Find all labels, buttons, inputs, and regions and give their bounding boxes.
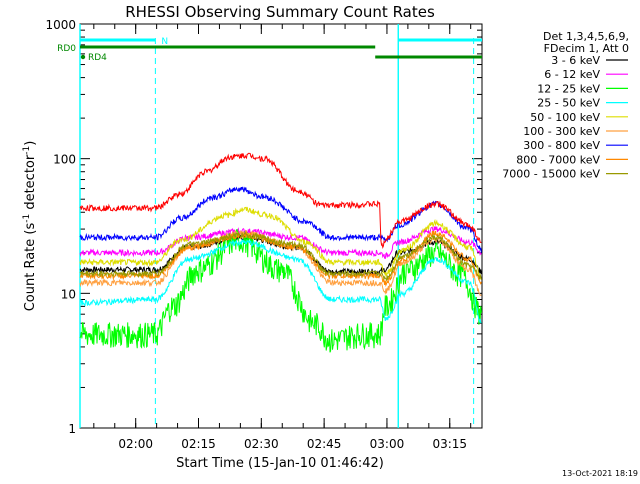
series-line — [79, 230, 482, 287]
legend-header-1: Det 1,3,4,5,6,9, — [543, 30, 629, 43]
y-tick-label: 1000 — [45, 18, 76, 32]
legend-label: 25 - 50 keV — [537, 97, 600, 110]
rd4-label: RD4 — [88, 53, 107, 63]
legend-header-2: FDecim 1, Att 0 — [544, 42, 629, 55]
axis-ticks: 02:00 02:15 02:30 02:45 03:00 03:15 1 10 100 1000 — [45, 18, 482, 451]
y-axis-label-sup2: -1 — [22, 146, 32, 155]
series-line — [79, 186, 482, 253]
series-line — [79, 228, 482, 353]
footer-date: 13-Oct-2021 18:19 — [562, 469, 638, 478]
x-tick-label: 03:00 — [370, 437, 405, 451]
legend-label: 50 - 100 keV — [530, 111, 600, 124]
rd0-label: RD0 — [57, 44, 76, 54]
y-axis-label-end: ) — [23, 141, 38, 146]
x-tick-label: 03:15 — [432, 437, 467, 451]
rd4-marker — [80, 54, 86, 60]
legend-label: 800 - 7000 keV — [516, 153, 600, 166]
series-line — [79, 238, 482, 324]
plot-frame — [79, 23, 483, 429]
series-layer — [79, 152, 482, 353]
series-line — [79, 226, 482, 260]
legend-label: 300 - 800 keV — [523, 139, 600, 152]
chart-title: RHESSI Observing Summary Count Rates — [125, 3, 435, 21]
y-axis-label-mid: detector — [23, 154, 38, 214]
y-axis-label: Count Rate (s-1 detector-1) — [22, 141, 38, 312]
legend-label: 12 - 25 keV — [537, 82, 600, 95]
x-axis-label: Start Time (15-Jan-10 01:46:42) — [176, 456, 384, 471]
legend-label: 7000 - 15000 keV — [502, 168, 600, 181]
legend-label: 6 - 12 keV — [544, 68, 600, 81]
series-line — [79, 230, 482, 282]
y-axis-label-sup: -1 — [22, 214, 32, 223]
y-tick-label: 1 — [68, 422, 76, 436]
series-line — [79, 152, 482, 250]
y-axis-label-prefix: Count Rate (s — [23, 223, 38, 312]
legend-label: 100 - 300 keV — [523, 125, 600, 138]
series-line — [79, 206, 482, 280]
x-tick-label: 02:00 — [118, 437, 153, 451]
x-tick-label: 02:30 — [244, 437, 279, 451]
y-tick-label: 10 — [61, 287, 76, 301]
event-bars: N RD0 RD4 — [57, 24, 482, 428]
n-label: N — [161, 37, 168, 47]
legend-label: 3 - 6 keV — [551, 54, 600, 67]
x-tick-label: 02:15 — [181, 437, 216, 451]
y-tick-label: 100 — [53, 153, 76, 167]
x-tick-label: 02:45 — [307, 437, 342, 451]
